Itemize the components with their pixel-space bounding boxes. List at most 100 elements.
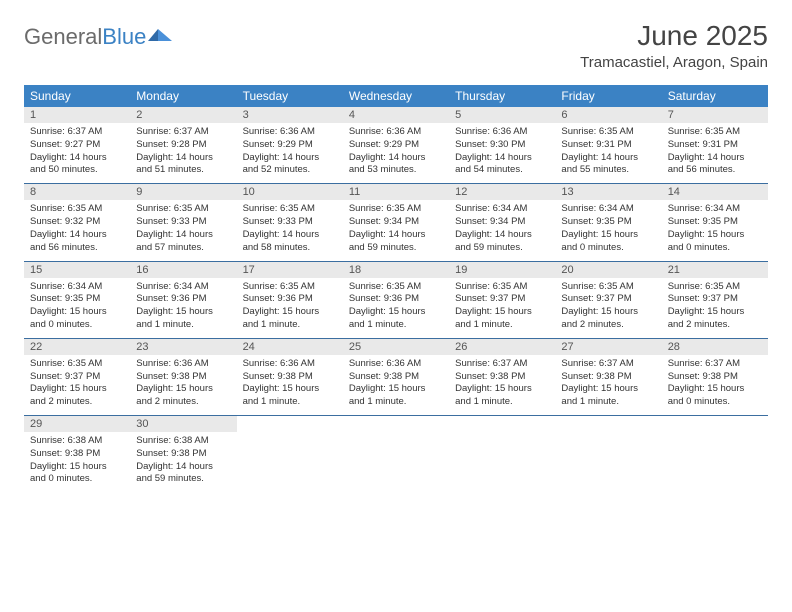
day-cell: 12Sunrise: 6:34 AMSunset: 9:34 PMDayligh… bbox=[449, 184, 555, 260]
day-body: Sunrise: 6:37 AMSunset: 9:38 PMDaylight:… bbox=[662, 355, 768, 409]
day-cell: 15Sunrise: 6:34 AMSunset: 9:35 PMDayligh… bbox=[24, 262, 130, 338]
day-number: 10 bbox=[237, 184, 343, 200]
day-number: 24 bbox=[237, 339, 343, 355]
day-number: 25 bbox=[343, 339, 449, 355]
day-cell: . bbox=[555, 416, 661, 492]
day-cell: . bbox=[343, 416, 449, 492]
weekday-label: Saturday bbox=[662, 85, 768, 107]
day-body: Sunrise: 6:37 AMSunset: 9:38 PMDaylight:… bbox=[555, 355, 661, 409]
day-cell: 14Sunrise: 6:34 AMSunset: 9:35 PMDayligh… bbox=[662, 184, 768, 260]
day-body: Sunrise: 6:36 AMSunset: 9:38 PMDaylight:… bbox=[130, 355, 236, 409]
day-cell: 7Sunrise: 6:35 AMSunset: 9:31 PMDaylight… bbox=[662, 107, 768, 183]
weekday-label: Tuesday bbox=[237, 85, 343, 107]
day-number: 23 bbox=[130, 339, 236, 355]
logo-icon bbox=[148, 23, 174, 49]
week-row: 29Sunrise: 6:38 AMSunset: 9:38 PMDayligh… bbox=[24, 416, 768, 492]
day-number: 11 bbox=[343, 184, 449, 200]
day-cell: 6Sunrise: 6:35 AMSunset: 9:31 PMDaylight… bbox=[555, 107, 661, 183]
day-number: 12 bbox=[449, 184, 555, 200]
day-cell: . bbox=[662, 416, 768, 492]
day-body: Sunrise: 6:34 AMSunset: 9:34 PMDaylight:… bbox=[449, 200, 555, 254]
day-body: Sunrise: 6:34 AMSunset: 9:36 PMDaylight:… bbox=[130, 278, 236, 332]
day-body: Sunrise: 6:35 AMSunset: 9:34 PMDaylight:… bbox=[343, 200, 449, 254]
day-cell: 24Sunrise: 6:36 AMSunset: 9:38 PMDayligh… bbox=[237, 339, 343, 415]
day-number: 15 bbox=[24, 262, 130, 278]
day-number: 5 bbox=[449, 107, 555, 123]
day-cell: 17Sunrise: 6:35 AMSunset: 9:36 PMDayligh… bbox=[237, 262, 343, 338]
day-number: 30 bbox=[130, 416, 236, 432]
day-cell: 18Sunrise: 6:35 AMSunset: 9:36 PMDayligh… bbox=[343, 262, 449, 338]
day-number: 7 bbox=[662, 107, 768, 123]
day-cell: 29Sunrise: 6:38 AMSunset: 9:38 PMDayligh… bbox=[24, 416, 130, 492]
day-number: 6 bbox=[555, 107, 661, 123]
weekday-label: Friday bbox=[555, 85, 661, 107]
day-body: Sunrise: 6:38 AMSunset: 9:38 PMDaylight:… bbox=[130, 432, 236, 486]
day-body: Sunrise: 6:35 AMSunset: 9:31 PMDaylight:… bbox=[662, 123, 768, 177]
day-number: 19 bbox=[449, 262, 555, 278]
day-cell: . bbox=[449, 416, 555, 492]
day-cell: 16Sunrise: 6:34 AMSunset: 9:36 PMDayligh… bbox=[130, 262, 236, 338]
day-body: Sunrise: 6:35 AMSunset: 9:33 PMDaylight:… bbox=[130, 200, 236, 254]
weekday-label: Wednesday bbox=[343, 85, 449, 107]
week-row: 1Sunrise: 6:37 AMSunset: 9:27 PMDaylight… bbox=[24, 107, 768, 184]
day-number: 28 bbox=[662, 339, 768, 355]
weekday-row: SundayMondayTuesdayWednesdayThursdayFrid… bbox=[24, 85, 768, 107]
day-number: 27 bbox=[555, 339, 661, 355]
day-body: Sunrise: 6:36 AMSunset: 9:29 PMDaylight:… bbox=[343, 123, 449, 177]
day-number: 22 bbox=[24, 339, 130, 355]
day-body: Sunrise: 6:34 AMSunset: 9:35 PMDaylight:… bbox=[662, 200, 768, 254]
day-number: 9 bbox=[130, 184, 236, 200]
weekday-label: Thursday bbox=[449, 85, 555, 107]
day-body: Sunrise: 6:35 AMSunset: 9:36 PMDaylight:… bbox=[343, 278, 449, 332]
day-cell: 10Sunrise: 6:35 AMSunset: 9:33 PMDayligh… bbox=[237, 184, 343, 260]
weekday-label: Sunday bbox=[24, 85, 130, 107]
day-cell: 9Sunrise: 6:35 AMSunset: 9:33 PMDaylight… bbox=[130, 184, 236, 260]
week-row: 15Sunrise: 6:34 AMSunset: 9:35 PMDayligh… bbox=[24, 262, 768, 339]
logo-text-blue: Blue bbox=[102, 24, 146, 50]
day-body: Sunrise: 6:35 AMSunset: 9:37 PMDaylight:… bbox=[662, 278, 768, 332]
day-cell: 20Sunrise: 6:35 AMSunset: 9:37 PMDayligh… bbox=[555, 262, 661, 338]
day-body: Sunrise: 6:36 AMSunset: 9:38 PMDaylight:… bbox=[343, 355, 449, 409]
day-number: 17 bbox=[237, 262, 343, 278]
day-cell: 23Sunrise: 6:36 AMSunset: 9:38 PMDayligh… bbox=[130, 339, 236, 415]
calendar: SundayMondayTuesdayWednesdayThursdayFrid… bbox=[24, 85, 768, 492]
day-body: Sunrise: 6:35 AMSunset: 9:37 PMDaylight:… bbox=[555, 278, 661, 332]
header: GeneralBlue June 2025 Tramacastiel, Arag… bbox=[24, 20, 768, 71]
day-cell: 5Sunrise: 6:36 AMSunset: 9:30 PMDaylight… bbox=[449, 107, 555, 183]
day-body: Sunrise: 6:36 AMSunset: 9:29 PMDaylight:… bbox=[237, 123, 343, 177]
day-number: 14 bbox=[662, 184, 768, 200]
day-body: Sunrise: 6:38 AMSunset: 9:38 PMDaylight:… bbox=[24, 432, 130, 486]
month-title: June 2025 bbox=[580, 20, 768, 52]
day-cell: . bbox=[237, 416, 343, 492]
day-cell: 11Sunrise: 6:35 AMSunset: 9:34 PMDayligh… bbox=[343, 184, 449, 260]
day-number: 16 bbox=[130, 262, 236, 278]
week-row: 8Sunrise: 6:35 AMSunset: 9:32 PMDaylight… bbox=[24, 184, 768, 261]
location: Tramacastiel, Aragon, Spain bbox=[580, 54, 768, 71]
weekday-label: Monday bbox=[130, 85, 236, 107]
day-number: 8 bbox=[24, 184, 130, 200]
day-cell: 8Sunrise: 6:35 AMSunset: 9:32 PMDaylight… bbox=[24, 184, 130, 260]
day-number: 29 bbox=[24, 416, 130, 432]
day-number: 1 bbox=[24, 107, 130, 123]
day-number: 2 bbox=[130, 107, 236, 123]
day-number: 20 bbox=[555, 262, 661, 278]
day-cell: 3Sunrise: 6:36 AMSunset: 9:29 PMDaylight… bbox=[237, 107, 343, 183]
title-block: June 2025 Tramacastiel, Aragon, Spain bbox=[580, 20, 768, 71]
day-body: Sunrise: 6:36 AMSunset: 9:38 PMDaylight:… bbox=[237, 355, 343, 409]
day-body: Sunrise: 6:35 AMSunset: 9:33 PMDaylight:… bbox=[237, 200, 343, 254]
day-cell: 21Sunrise: 6:35 AMSunset: 9:37 PMDayligh… bbox=[662, 262, 768, 338]
day-cell: 19Sunrise: 6:35 AMSunset: 9:37 PMDayligh… bbox=[449, 262, 555, 338]
day-cell: 25Sunrise: 6:36 AMSunset: 9:38 PMDayligh… bbox=[343, 339, 449, 415]
day-number: 26 bbox=[449, 339, 555, 355]
day-cell: 22Sunrise: 6:35 AMSunset: 9:37 PMDayligh… bbox=[24, 339, 130, 415]
day-number: 4 bbox=[343, 107, 449, 123]
day-cell: 1Sunrise: 6:37 AMSunset: 9:27 PMDaylight… bbox=[24, 107, 130, 183]
day-body: Sunrise: 6:34 AMSunset: 9:35 PMDaylight:… bbox=[24, 278, 130, 332]
week-row: 22Sunrise: 6:35 AMSunset: 9:37 PMDayligh… bbox=[24, 339, 768, 416]
day-body: Sunrise: 6:35 AMSunset: 9:31 PMDaylight:… bbox=[555, 123, 661, 177]
day-number: 21 bbox=[662, 262, 768, 278]
logo-text-general: General bbox=[24, 24, 102, 50]
day-cell: 13Sunrise: 6:34 AMSunset: 9:35 PMDayligh… bbox=[555, 184, 661, 260]
day-body: Sunrise: 6:37 AMSunset: 9:38 PMDaylight:… bbox=[449, 355, 555, 409]
day-cell: 26Sunrise: 6:37 AMSunset: 9:38 PMDayligh… bbox=[449, 339, 555, 415]
